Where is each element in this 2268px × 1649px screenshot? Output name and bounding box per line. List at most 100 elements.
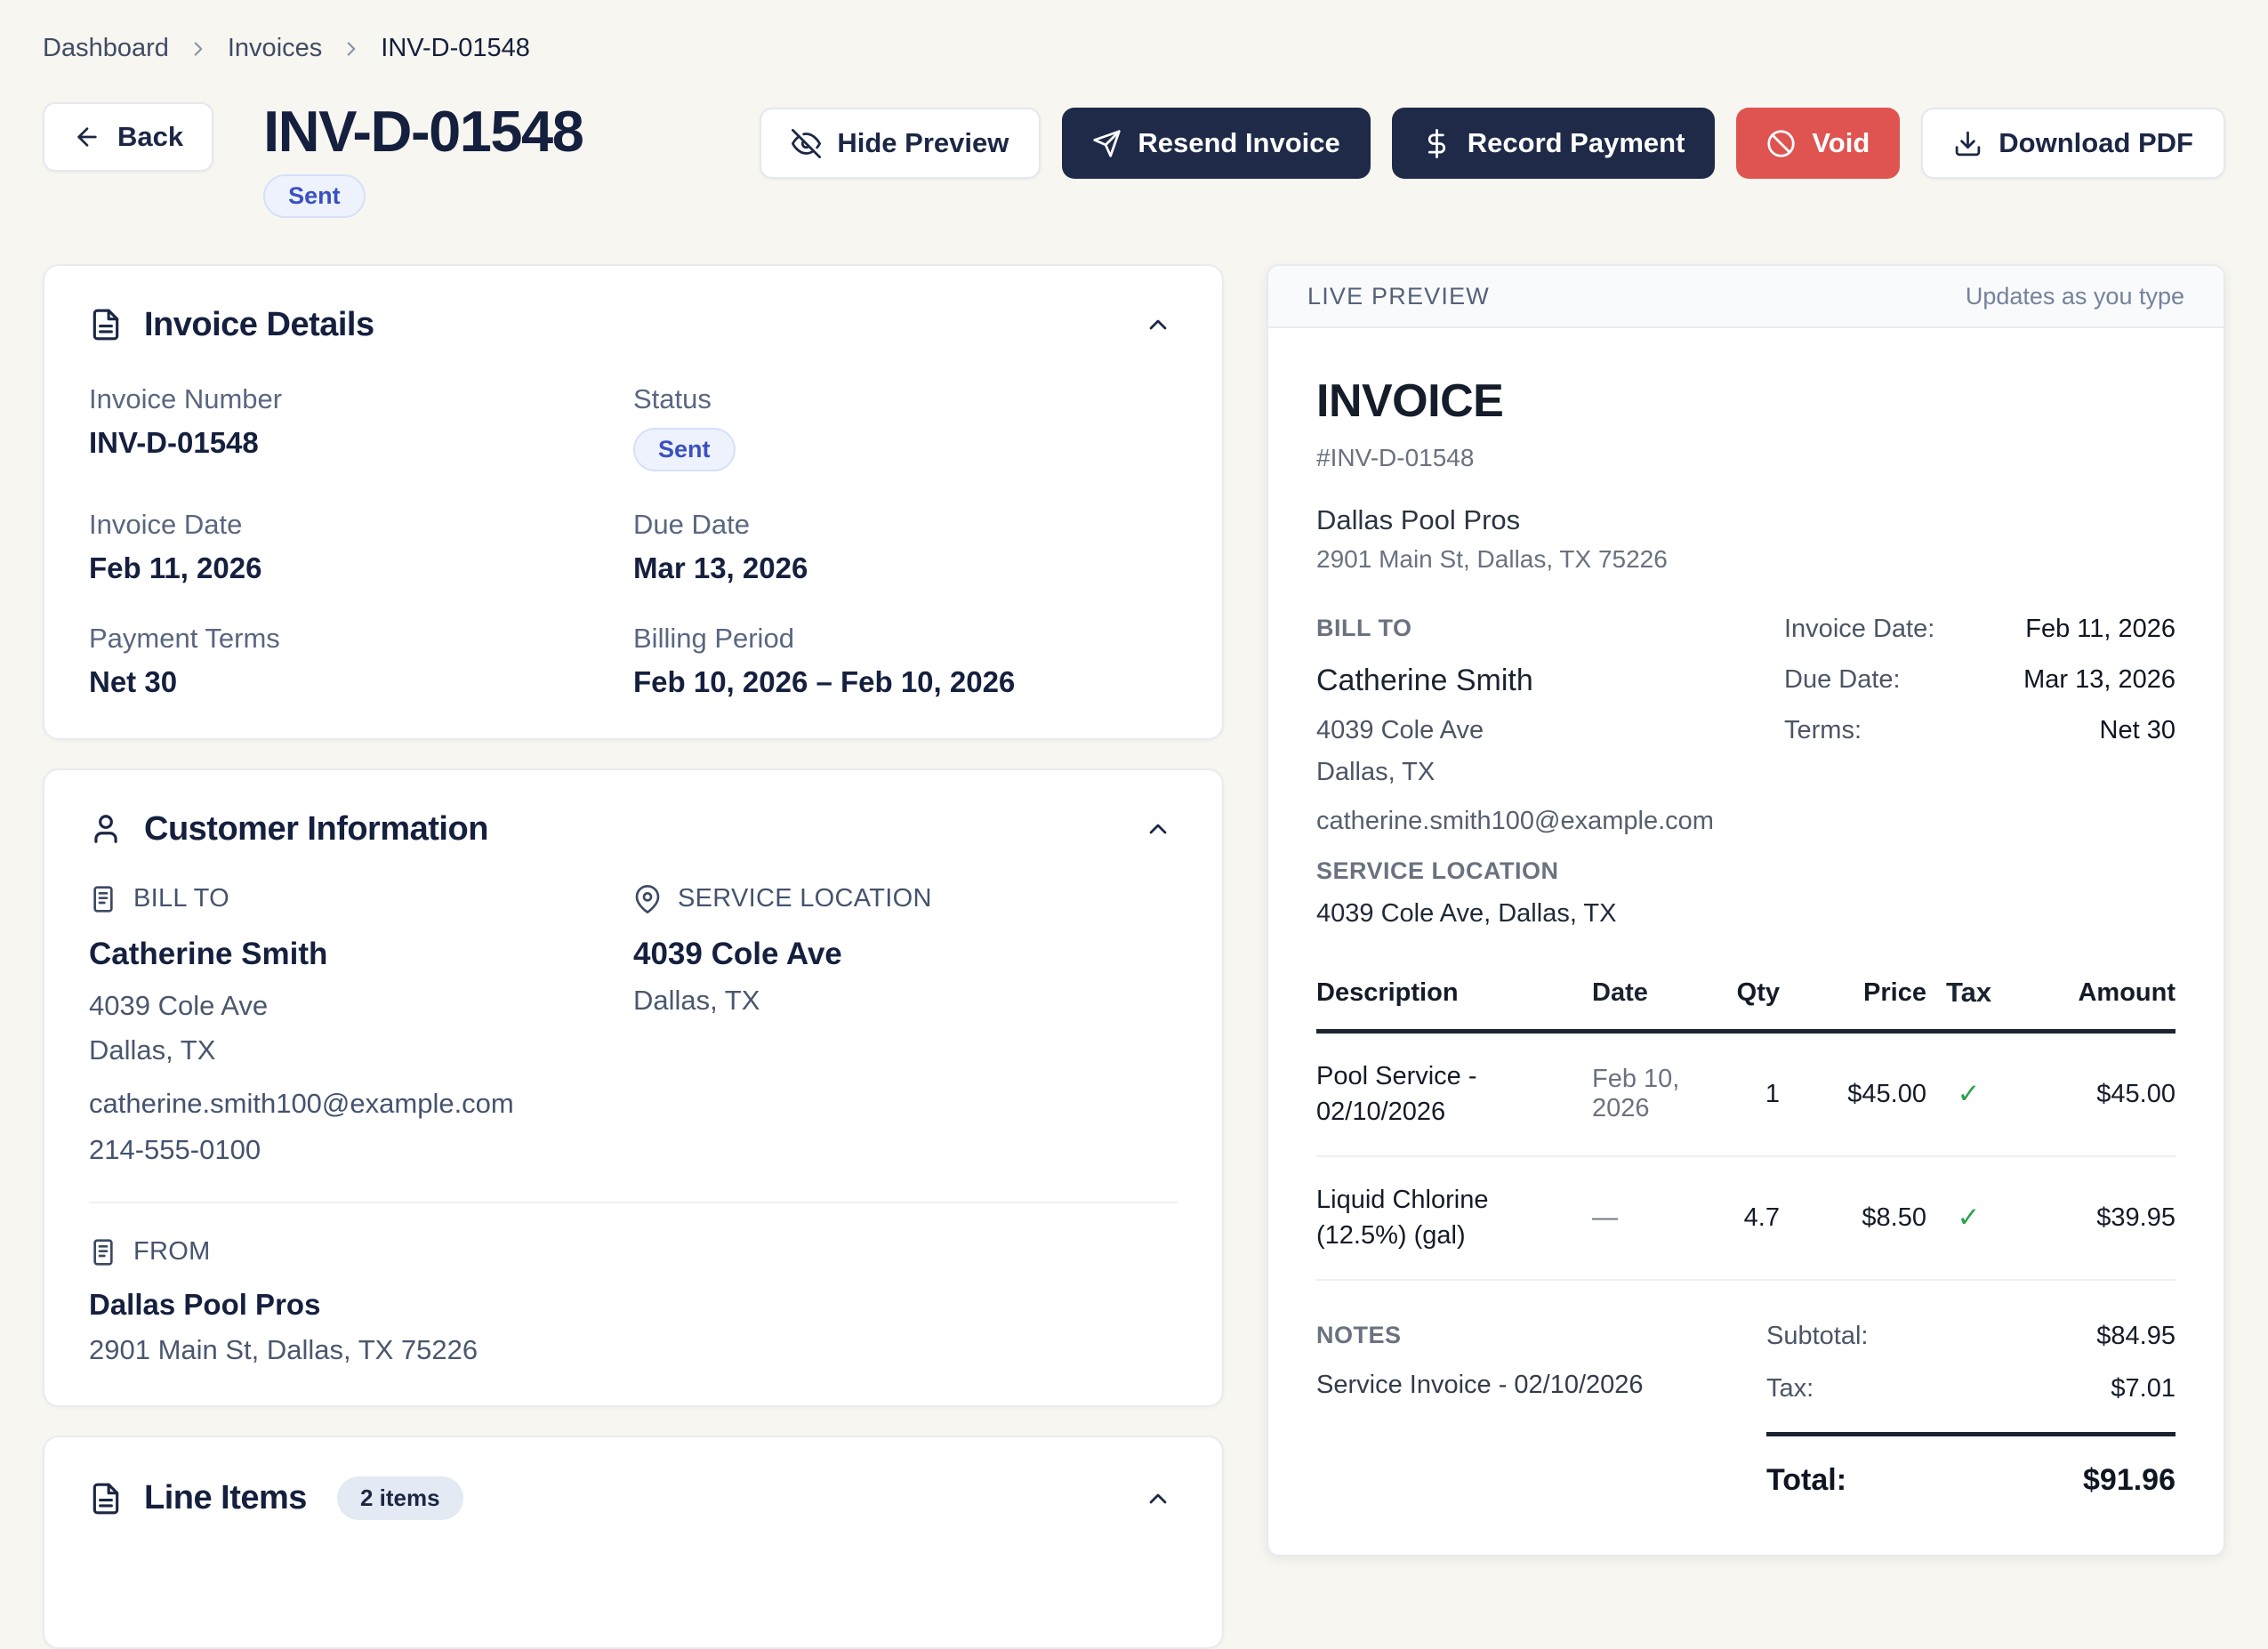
table-row: Liquid Chlorine (12.5%) (gal) — 4.7 $8.5… (1316, 1157, 2176, 1281)
hide-preview-label: Hide Preview (837, 127, 1009, 158)
row-date: — (1592, 1203, 1618, 1232)
field-value: Net 30 (89, 665, 178, 698)
building-icon (89, 885, 117, 913)
page-header: Back INV-D-01548 Sent Hide Preview Resen… (43, 102, 2225, 218)
tax-included-check-icon: ✓ (1957, 1202, 1981, 1234)
row-description: Liquid Chlorine (12.5%) (gal) (1316, 1185, 1489, 1251)
void-label: Void (1812, 127, 1870, 158)
meta-terms: Terms: Net 30 (1784, 716, 2176, 745)
from-section: FROM Dallas Pool Pros 2901 Main St, Dall… (89, 1237, 1178, 1366)
user-icon (89, 812, 123, 846)
preview-service-location: SERVICE LOCATION 4039 Cole Ave, Dallas, … (1316, 857, 2176, 929)
tax-value: $7.01 (2111, 1373, 2176, 1403)
total-value: $91.96 (2083, 1462, 2176, 1497)
company-name: Dallas Pool Pros (89, 1288, 321, 1321)
eye-off-icon (792, 128, 822, 158)
line-items-count-badge: 2 items (336, 1476, 463, 1520)
download-pdf-label: Download PDF (1999, 127, 2193, 158)
line-items-card: Line Items 2 items (43, 1436, 1224, 1649)
preview-service-location-label: SERVICE LOCATION (1316, 857, 1559, 884)
preview-notes: NOTES Service Invoice - 02/10/2026 (1316, 1322, 1644, 1498)
file-text-icon (89, 1482, 123, 1516)
row-date: Feb 10, 2026 (1592, 1065, 1680, 1123)
line-items-title: Line Items (144, 1479, 307, 1516)
breadcrumb-current-invoice: INV-D-01548 (381, 34, 530, 62)
invoice-preview: INVOICE #INV-D-01548 Dallas Pool Pros 29… (1268, 328, 2224, 1555)
divider (89, 1202, 1178, 1203)
row-description: Pool Service - 02/10/2026 (1316, 1061, 1477, 1127)
record-payment-button[interactable]: Record Payment (1391, 108, 1716, 179)
live-preview-hint: Updates as you type (1965, 282, 2184, 310)
field-label: Invoice Number (89, 383, 283, 414)
field-payment-terms: Payment Terms Net 30 (89, 623, 633, 699)
subtotal-value: $84.95 (2096, 1321, 2176, 1350)
tax-label: Tax: (1766, 1373, 1814, 1403)
invoice-details-card: Invoice Details Invoice Number INV-D-015… (43, 264, 1224, 740)
send-icon (1092, 129, 1122, 158)
chevron-up-icon (1144, 815, 1172, 843)
customer-information-title: Customer Information (144, 809, 488, 848)
preview-totals: Subtotal: $84.95 Tax: $7.01 Total: $91.9… (1766, 1322, 2176, 1498)
live-preview-header: LIVE PREVIEW Updates as you type (1268, 266, 2224, 328)
field-invoice-date: Invoice Date Feb 11, 2026 (89, 509, 633, 585)
service-address-line2: Dallas, TX (633, 985, 760, 1016)
row-qty: 4.7 (1743, 1203, 1780, 1232)
from-label: FROM (133, 1237, 211, 1266)
field-label: Due Date (633, 509, 750, 540)
field-due-date: Due Date Mar 13, 2026 (633, 509, 1178, 585)
company-address: 2901 Main St, Dallas, TX 75226 (89, 1334, 479, 1365)
breadcrumb-dashboard[interactable]: Dashboard (43, 34, 169, 62)
map-pin-icon (633, 884, 662, 913)
header-actions: Hide Preview Resend Invoice Record Payme… (760, 108, 2225, 179)
field-billing-period: Billing Period Feb 10, 2026 – Feb 10, 20… (633, 623, 1178, 699)
back-button[interactable]: Back (43, 102, 214, 172)
field-label: Billing Period (633, 623, 794, 654)
resend-invoice-button[interactable]: Resend Invoice (1062, 108, 1371, 179)
field-value: INV-D-01548 (89, 426, 259, 459)
invoice-number: #INV-D-01548 (1316, 444, 1475, 471)
main-content: Invoice Details Invoice Number INV-D-015… (43, 264, 2225, 1649)
breadcrumb-invoices[interactable]: Invoices (227, 34, 323, 62)
download-icon (1953, 129, 1982, 158)
download-pdf-button[interactable]: Download PDF (1921, 108, 2225, 179)
field-label: Status (633, 383, 712, 414)
row-amount: $39.95 (2096, 1203, 2176, 1232)
total-row: Total: $91.96 (1766, 1463, 2176, 1498)
field-label: Payment Terms (89, 623, 280, 654)
table-row: Pool Service - 02/10/2026 Feb 10, 2026 1… (1316, 1034, 2176, 1157)
subtotal-label: Subtotal: (1766, 1321, 1869, 1350)
col-description: Description (1316, 978, 1459, 1007)
page-title: INV-D-01548 (263, 99, 584, 164)
collapse-invoice-details-button[interactable] (1138, 305, 1178, 344)
arrow-left-icon (73, 123, 101, 151)
building-icon (89, 1238, 117, 1267)
col-tax: Tax (1945, 977, 1992, 1009)
meta-label: Invoice Date: (1784, 615, 1935, 643)
void-button[interactable]: Void (1736, 108, 1901, 179)
bill-to-label: BILL TO (133, 884, 229, 913)
invoice-doc-title: INVOICE (1316, 375, 1504, 427)
chevron-up-icon (1144, 1484, 1172, 1513)
service-location-label: SERVICE LOCATION (678, 884, 932, 913)
preview-bill-to-label: BILL TO (1316, 615, 1412, 641)
line-items-table: Description Date Qty Price Tax Amount Po… (1316, 975, 2176, 1281)
meta-label: Terms: (1784, 716, 1862, 744)
collapse-customer-information-button[interactable] (1138, 809, 1178, 849)
preview-customer-name: Catherine Smith (1316, 664, 1533, 697)
preview-invoice-meta: Invoice Date: Feb 11, 2026 Due Date: Mar… (1784, 615, 2176, 836)
chevron-right-icon (340, 37, 363, 60)
status-badge: Sent (633, 428, 736, 471)
notes-label: NOTES (1316, 1321, 1402, 1348)
title-block: INV-D-01548 Sent (263, 99, 584, 218)
dollar-sign-icon (1422, 128, 1452, 158)
customer-email: catherine.smith100@example.com (89, 1088, 514, 1119)
detail-column: Invoice Details Invoice Number INV-D-015… (43, 264, 1224, 1649)
chevron-right-icon (187, 37, 210, 60)
tax-row: Tax: $7.01 (1766, 1374, 2176, 1404)
back-button-label: Back (117, 121, 184, 152)
col-qty: Qty (1736, 977, 1780, 1007)
col-date: Date (1592, 977, 1648, 1007)
hide-preview-button[interactable]: Hide Preview (760, 108, 1042, 179)
collapse-line-items-button[interactable] (1138, 1479, 1178, 1518)
